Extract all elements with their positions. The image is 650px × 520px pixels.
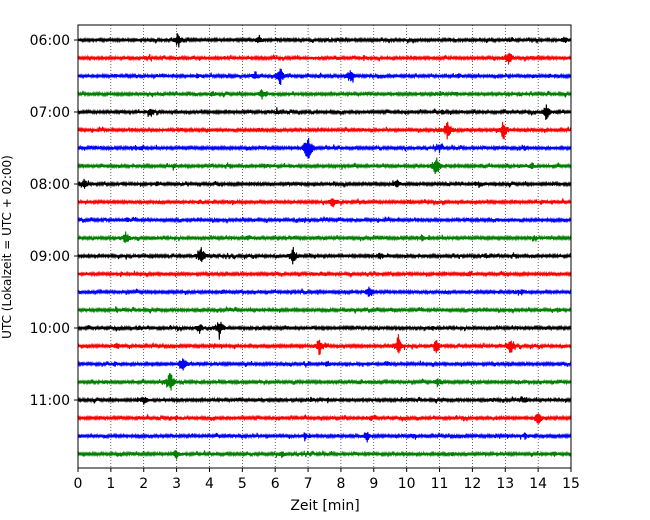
y-tick-label: 08:00 [30,177,70,193]
x-tick-label: 3 [172,476,181,492]
seismic-trace-0815 [77,198,572,208]
x-tick-label: 14 [529,476,547,492]
y-tick-label: 11:00 [30,393,70,409]
seismic-trace-0915 [77,270,572,278]
seismic-trace-0930 [77,286,572,297]
y-axis-ticks: 06:00 07:00 08:00 09:00 10:00 11:00 [30,33,78,409]
x-tick-label: 8 [336,476,345,492]
x-tick-label: 2 [139,476,148,492]
seismic-trace-1100 [77,396,572,405]
plot-frame [77,24,572,469]
x-tick-label: 0 [74,476,83,492]
y-axis-label: UTC (Lokalzeit = UTC + 02:00) [0,155,14,339]
x-axis-label: Zeit [min] [290,498,359,514]
x-tick-label: 15 [562,476,580,492]
x-tick-label: 13 [496,476,514,492]
seismic-traces [77,32,572,460]
seismic-trace-1130 [77,431,572,443]
seismic-trace-1115 [77,413,572,424]
x-tick-label: 4 [205,476,214,492]
seismic-trace-0830 [77,216,572,224]
seismic-trace-0800 [77,178,572,189]
x-tick-label: 5 [238,476,247,492]
seismic-trace-1045 [77,373,572,391]
x-axis-ticks: 0 1 2 3 4 5 6 7 8 9 10 11 12 13 14 15 [74,468,580,492]
y-tick-label: 09:00 [30,249,70,265]
seismic-trace-0615 [77,52,572,65]
grid-lines [110,25,539,468]
seismic-trace-0700 [77,104,572,120]
x-tick-label: 6 [271,476,280,492]
x-tick-label: 10 [398,476,416,492]
seismic-trace-1000 [77,321,572,340]
seismic-trace-0945 [77,306,572,314]
seismic-trace-1145 [77,450,572,460]
x-tick-label: 7 [304,476,313,492]
seismic-trace-0600 [77,32,572,48]
x-tick-label: 1 [106,476,115,492]
seismic-trace-0645 [77,89,572,100]
x-tick-label: 12 [463,476,481,492]
seismic-trace-0845 [77,231,572,244]
y-tick-label: 10:00 [30,321,70,337]
seismic-trace-1015 [77,334,572,356]
seismic-trace-0715 [77,121,572,140]
seismic-trace-0630 [77,68,572,86]
y-tick-label: 07:00 [30,105,70,121]
y-tick-label: 06:00 [30,33,70,49]
seismic-trace-1030 [77,358,572,371]
seismic-trace-0900 [77,246,572,265]
x-tick-label: 9 [369,476,378,492]
x-tick-label: 11 [431,476,449,492]
seismic-trace-0730 [77,137,572,159]
seismic-trace-0745 [77,157,572,175]
